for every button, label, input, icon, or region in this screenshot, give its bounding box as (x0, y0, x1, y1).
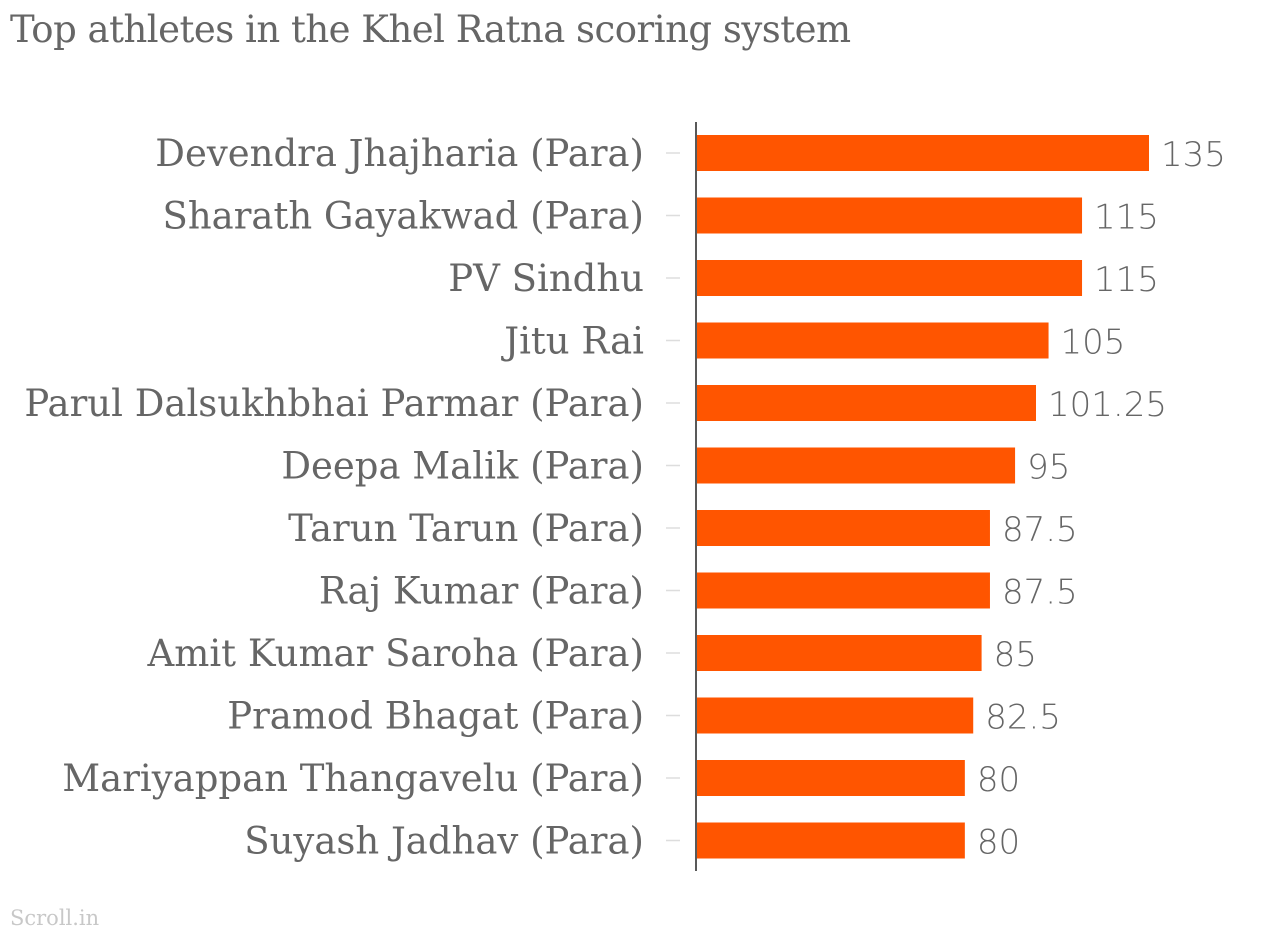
value-label: 80 (977, 760, 1020, 800)
category-label: Sharath Gayakwad (Para) (162, 195, 644, 238)
value-label: 115 (1094, 260, 1159, 300)
category-label: Pramod Bhagat (Para) (227, 695, 644, 738)
bar (697, 822, 965, 859)
bar (697, 760, 965, 796)
category-label: Jitu Rai (500, 320, 644, 363)
category-label: Deepa Malik (Para) (281, 445, 644, 488)
bar (697, 510, 990, 546)
value-label: 135 (1161, 135, 1226, 175)
category-label: Suyash Jadhav (Para) (244, 820, 644, 863)
value-label: 85 (994, 635, 1037, 675)
value-label: 105 (1061, 323, 1126, 363)
bar (697, 447, 1016, 484)
chart-title: Top athletes in the Khel Ratna scoring s… (10, 8, 851, 51)
bar (697, 135, 1149, 171)
bar (697, 635, 982, 671)
bar (697, 572, 990, 609)
value-label: 80 (977, 823, 1020, 863)
category-label: Parul Dalsukhbhai Parmar (Para) (24, 382, 644, 425)
bar (697, 260, 1083, 296)
category-label: Amit Kumar Saroha (Para) (147, 632, 644, 675)
bar (697, 197, 1083, 234)
category-label: Tarun Tarun (Para) (288, 507, 644, 550)
category-label: Raj Kumar (Para) (319, 570, 644, 613)
bar (697, 697, 974, 734)
value-label: 101.25 (1048, 385, 1167, 425)
bar (697, 385, 1036, 421)
value-label: 115 (1094, 198, 1159, 238)
value-label: 87.5 (1002, 510, 1078, 550)
bar (697, 322, 1049, 359)
value-label: 87.5 (1002, 573, 1078, 613)
source-credit: Scroll.in (10, 906, 100, 930)
category-label: Mariyappan Thangavelu (Para) (62, 757, 644, 800)
value-label: 82.5 (985, 698, 1061, 738)
value-label: 95 (1027, 448, 1070, 488)
category-label: PV Sindhu (448, 257, 644, 300)
category-label: Devendra Jhajharia (Para) (155, 132, 644, 175)
